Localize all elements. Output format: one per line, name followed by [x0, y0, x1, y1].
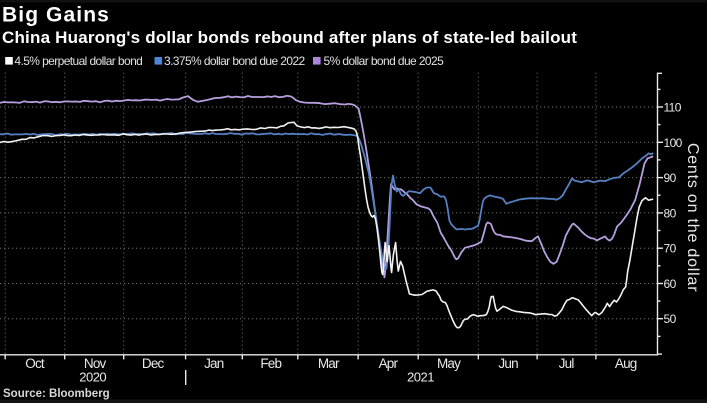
svg-text:May: May	[437, 356, 461, 371]
svg-text:China Huarong's dollar bonds r: China Huarong's dollar bonds rebound aft…	[2, 28, 577, 47]
svg-text:Source: Bloomberg: Source: Bloomberg	[3, 388, 110, 400]
svg-text:Oct: Oct	[25, 356, 45, 371]
svg-text:Jun: Jun	[498, 356, 518, 371]
svg-text:Cents on the dollar: Cents on the dollar	[684, 143, 701, 293]
svg-text:60: 60	[664, 277, 677, 291]
svg-text:50: 50	[664, 312, 677, 326]
svg-text:Jul: Jul	[559, 356, 575, 371]
svg-text:Aug: Aug	[615, 356, 637, 371]
svg-text:Big Gains: Big Gains	[2, 4, 110, 27]
svg-text:90: 90	[664, 171, 677, 185]
svg-text:Feb: Feb	[260, 356, 281, 371]
svg-text:2020: 2020	[79, 370, 106, 385]
svg-text:100: 100	[664, 136, 683, 150]
svg-text:70: 70	[664, 242, 677, 256]
svg-text:110: 110	[664, 101, 682, 115]
svg-text:2021: 2021	[407, 370, 434, 385]
svg-text:Dec: Dec	[142, 356, 165, 371]
svg-text:Nov: Nov	[84, 356, 107, 371]
svg-text:4.5% perpetual dollar bond: 4.5% perpetual dollar bond	[14, 54, 142, 68]
svg-text:5% dollar bond due 2025: 5% dollar bond due 2025	[324, 54, 445, 68]
svg-text:Mar: Mar	[318, 356, 340, 371]
svg-text:80: 80	[664, 206, 677, 220]
svg-text:3.375% dollar bond due 2022: 3.375% dollar bond due 2022	[164, 54, 306, 68]
svg-text:Jan: Jan	[204, 356, 224, 371]
svg-text:Apr: Apr	[379, 356, 399, 371]
